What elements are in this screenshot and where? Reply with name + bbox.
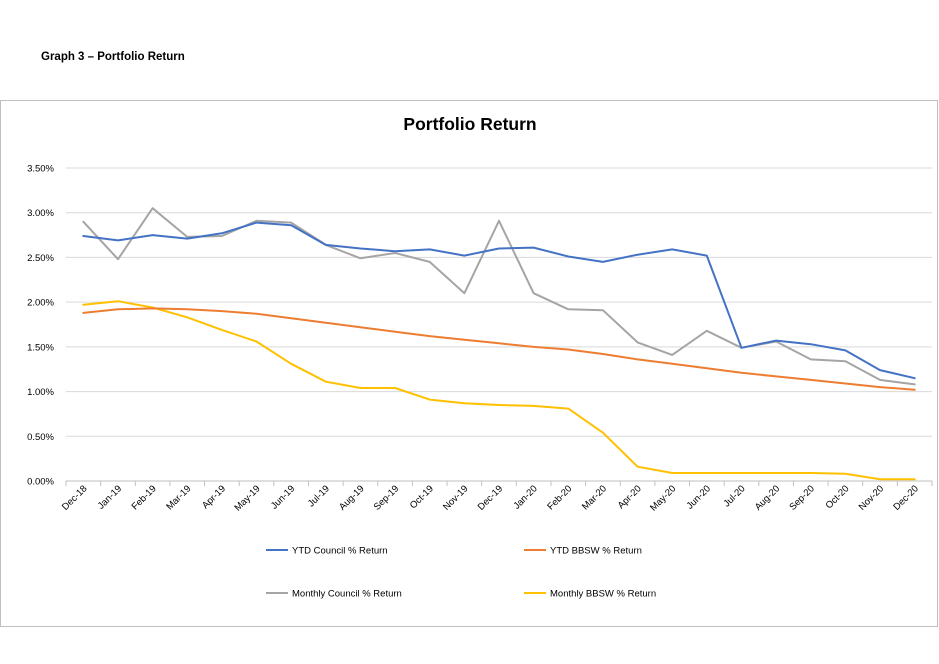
x-tick-label: Nov-19 <box>441 483 470 512</box>
x-tick-label: Jun-19 <box>269 483 297 511</box>
x-tick-label: Feb-20 <box>545 483 574 512</box>
x-tick-label: May-19 <box>232 483 262 513</box>
legend-label: YTD Council % Return <box>292 546 388 557</box>
x-tick-label: Jul-20 <box>722 483 748 509</box>
x-tick-label: May-20 <box>648 483 678 513</box>
x-tick-label: Sep-20 <box>787 483 816 512</box>
y-tick-label: 2.50% <box>27 253 54 264</box>
x-tick-label: Feb-19 <box>130 483 159 512</box>
legend-label: Monthly Council % Return <box>292 589 402 600</box>
document-heading: Graph 3 – Portfolio Return <box>41 51 185 63</box>
x-tick-label: Dec-18 <box>60 483 89 512</box>
series-lines <box>82 207 916 481</box>
series-line-1 <box>82 307 916 391</box>
x-tick-label: Oct-19 <box>408 483 436 511</box>
x-tick-label: Dec-20 <box>891 483 920 512</box>
series-line-0 <box>82 221 916 380</box>
y-tick-label: 3.00% <box>27 208 54 219</box>
x-tick-label: Mar-20 <box>580 483 609 512</box>
legend-label: Monthly BBSW % Return <box>550 589 656 600</box>
legend: YTD Council % Return YTD BBSW % Return Mon… <box>266 546 656 600</box>
x-tick-label: Aug-20 <box>753 483 782 512</box>
x-tick-label: Mar-19 <box>164 483 193 512</box>
chart-frame: Portfolio Return 0.00% 0.50% 1.00% 1.50% 2.0… <box>0 100 938 627</box>
x-tick-label: Dec-19 <box>476 483 505 512</box>
x-tick-label: Sep-19 <box>372 483 401 512</box>
x-tick-label: Jan-20 <box>511 483 539 511</box>
x-tick-label: Oct-20 <box>824 483 852 511</box>
x-tick-label: Aug-19 <box>337 483 366 512</box>
x-tick-label: Apr-19 <box>200 483 228 511</box>
legend-label: YTD BBSW % Return <box>550 546 642 557</box>
y-tick-label: 0.50% <box>27 432 54 443</box>
y-tick-label: 0.00% <box>27 477 54 488</box>
line-chart: Portfolio Return 0.00% 0.50% 1.00% 1.50% 2.0… <box>27 114 933 600</box>
x-tick-label: Jan-19 <box>96 483 124 511</box>
x-tick-label: Jul-19 <box>306 483 332 509</box>
x-tick-label: Jun-20 <box>685 483 713 511</box>
y-tick-label: 3.50% <box>27 164 54 175</box>
y-tick-label: 1.50% <box>27 342 54 353</box>
chart-title: Portfolio Return <box>403 114 536 134</box>
x-tick-label: Nov-20 <box>857 483 886 512</box>
y-tick-label: 1.00% <box>27 387 54 398</box>
series-line-3 <box>82 300 916 481</box>
x-tick-label: Apr-20 <box>616 483 644 511</box>
y-tick-label: 2.00% <box>27 298 54 309</box>
gridlines <box>66 167 932 437</box>
